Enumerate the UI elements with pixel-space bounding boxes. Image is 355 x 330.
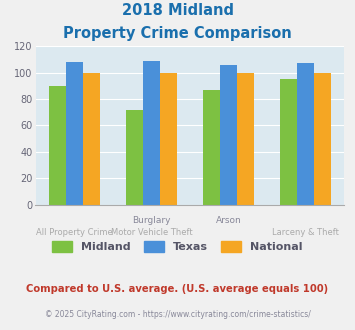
Bar — [160, 73, 177, 205]
Text: Compared to U.S. average. (U.S. average equals 100): Compared to U.S. average. (U.S. average … — [26, 284, 329, 294]
Bar — [126, 110, 143, 205]
Bar — [83, 73, 100, 205]
Bar — [203, 90, 220, 205]
Bar — [49, 86, 66, 205]
Text: Property Crime Comparison: Property Crime Comparison — [63, 26, 292, 41]
Text: Larceny & Theft: Larceny & Theft — [272, 228, 339, 237]
Bar — [220, 65, 237, 205]
Text: All Property Crime: All Property Crime — [36, 228, 113, 237]
Bar — [314, 73, 331, 205]
Bar — [143, 61, 160, 205]
Legend: Midland, Texas, National: Midland, Texas, National — [48, 237, 307, 257]
Text: 2018 Midland: 2018 Midland — [121, 3, 234, 18]
Bar — [66, 62, 83, 205]
Bar — [237, 73, 254, 205]
Text: Arson: Arson — [215, 216, 241, 225]
Text: Motor Vehicle Theft: Motor Vehicle Theft — [110, 228, 192, 237]
Text: © 2025 CityRating.com - https://www.cityrating.com/crime-statistics/: © 2025 CityRating.com - https://www.city… — [45, 310, 310, 319]
Bar — [297, 63, 314, 205]
Text: Burglary: Burglary — [132, 216, 170, 225]
Bar — [280, 79, 297, 205]
